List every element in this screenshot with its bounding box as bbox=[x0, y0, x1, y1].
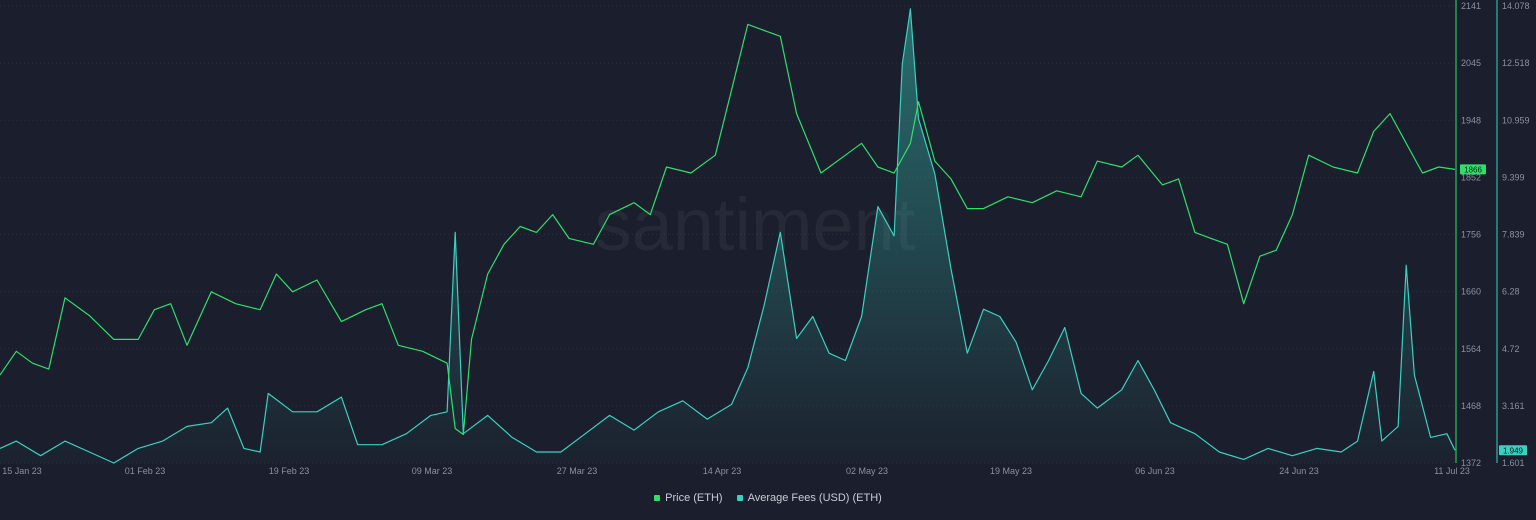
chart-area: santiment 2141 2045 1948 1852 1756 1660 1564 146… bbox=[0, 0, 1530, 476]
price-current-badge bbox=[1460, 164, 1486, 175]
price-tick-label: 1660 bbox=[1461, 287, 1481, 297]
x-tick-label: 06 Jun 23 bbox=[1135, 466, 1175, 476]
watermark: santiment bbox=[595, 183, 916, 266]
fees-tick-label: 4.72 bbox=[1502, 344, 1520, 354]
legend: Price (ETH) Average Fees (USD) (ETH) bbox=[0, 492, 1536, 504]
fees-tick-label: 7.839 bbox=[1502, 230, 1525, 240]
legend-item-price[interactable]: Price (ETH) bbox=[654, 492, 723, 504]
fees-tick-label: 10.959 bbox=[1502, 115, 1530, 125]
x-tick-label: 09 Mar 23 bbox=[412, 466, 453, 476]
price-tick-label: 2045 bbox=[1461, 58, 1481, 68]
price-current-value: 1866 bbox=[1464, 165, 1482, 174]
x-tick-label: 02 May 23 bbox=[846, 466, 888, 476]
price-tick-label: 1756 bbox=[1461, 230, 1481, 240]
fees-tick-label: 12.518 bbox=[1502, 58, 1530, 68]
x-tick-label: 19 May 23 bbox=[990, 466, 1032, 476]
x-tick-label: 15 Jan 23 bbox=[2, 466, 42, 476]
x-tick-label: 19 Feb 23 bbox=[269, 466, 310, 476]
x-tick-label: 01 Feb 23 bbox=[125, 466, 166, 476]
legend-swatch-price bbox=[654, 495, 661, 501]
legend-label-fees: Average Fees (USD) (ETH) bbox=[747, 492, 882, 504]
price-tick-label: 2141 bbox=[1461, 1, 1481, 11]
price-tick-label: 1852 bbox=[1461, 172, 1481, 182]
fees-tick-label: 9.399 bbox=[1502, 172, 1525, 182]
price-tick-label: 1948 bbox=[1461, 115, 1481, 125]
fees-series-line bbox=[0, 8, 1456, 464]
price-tick-label: 1564 bbox=[1461, 344, 1481, 354]
fees-tick-label: 3.161 bbox=[1502, 401, 1525, 411]
legend-label-price: Price (ETH) bbox=[665, 492, 723, 504]
fees-current-badge bbox=[1499, 445, 1527, 456]
x-tick-label: 11 Jul 23 bbox=[1434, 466, 1470, 476]
legend-item-fees[interactable]: Average Fees (USD) (ETH) bbox=[736, 492, 882, 504]
x-tick-label: 27 Mar 23 bbox=[557, 466, 598, 476]
price-tick-label: 1468 bbox=[1461, 401, 1481, 411]
fees-tick-label: 1.601 bbox=[1502, 458, 1525, 468]
x-tick-label: 24 Jun 23 bbox=[1279, 466, 1319, 476]
fees-current-value: 1.949 bbox=[1503, 446, 1524, 455]
legend-swatch-fees bbox=[736, 495, 743, 501]
x-tick-label: 14 Apr 23 bbox=[703, 466, 742, 476]
fees-tick-label: 6.28 bbox=[1502, 287, 1520, 297]
price-series-line bbox=[0, 23, 1456, 436]
price-tick-label: 1372 bbox=[1461, 458, 1481, 468]
fees-tick-label: 14.078 bbox=[1502, 1, 1530, 11]
